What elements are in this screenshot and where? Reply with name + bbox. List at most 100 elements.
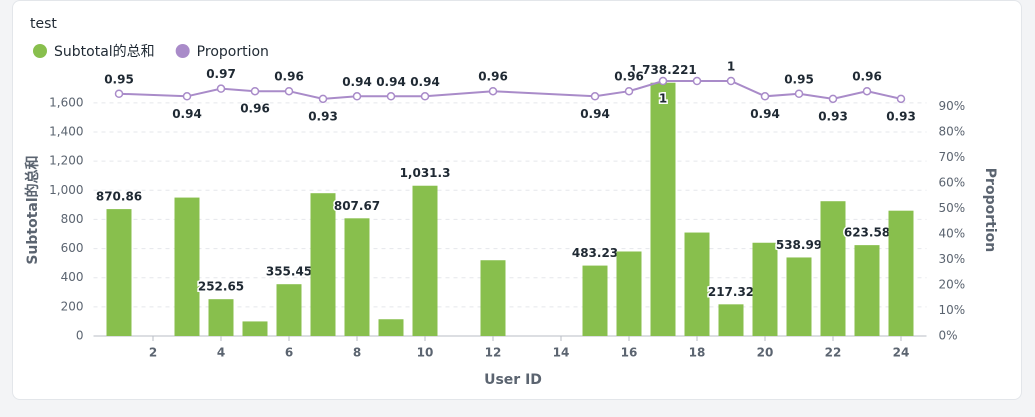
x-tick-label: 8 (353, 346, 361, 360)
line-value-label: 0.94 (376, 75, 406, 89)
x-tick-label: 16 (621, 346, 638, 360)
bar-value-label: 870.86 (96, 190, 142, 204)
line (118, 80, 902, 100)
bar (820, 201, 846, 336)
bar (242, 321, 268, 336)
bar (786, 257, 812, 336)
line-value-label: 0.95 (784, 72, 814, 86)
y-tick-label: 800 (61, 212, 84, 226)
line-point (352, 92, 362, 101)
bar-value-label: 217.32 (708, 285, 754, 299)
line-point (216, 84, 226, 93)
y2-tick-label: 80% (939, 125, 966, 139)
y-axis-label: Subtotal的总和 (24, 155, 41, 264)
bar (888, 210, 914, 336)
legend-label: Proportion (197, 44, 269, 60)
x-tick-label: 10 (417, 346, 434, 360)
line-value-label: 0.96 (240, 102, 270, 116)
y2-tick-label: 60% (939, 176, 966, 190)
line-value-label: 0.93 (818, 109, 848, 123)
bar-value-label: 807.67 (334, 199, 380, 213)
line-value-label: 0.97 (206, 67, 236, 81)
line-value-label: 0.94 (750, 107, 780, 121)
line-value-label: 0.93 (886, 109, 916, 123)
y-tick-label: 1,600 (49, 95, 83, 109)
line-point (420, 92, 430, 101)
y2-tick-label: 90% (939, 99, 966, 113)
line-point (488, 86, 498, 96)
x-tick-label: 22 (825, 346, 842, 360)
line-point (794, 89, 804, 98)
line-value-label: 0.95 (104, 72, 134, 86)
bar-value-label: 1,738.221 (629, 63, 697, 77)
x-tick-label: 14 (553, 346, 570, 360)
x-tick-label: 20 (757, 346, 774, 360)
bar (276, 284, 302, 336)
bar (174, 197, 200, 336)
line-point (114, 89, 124, 98)
bar-value-label: 355.45 (266, 265, 312, 279)
bar-value-label: 483.23 (572, 246, 618, 260)
bar (378, 319, 404, 336)
bar (616, 251, 642, 336)
x-axis-label: User ID (484, 372, 542, 388)
line-value-label: 0.94 (172, 107, 202, 121)
bar (310, 193, 336, 336)
legend-swatch (175, 44, 190, 58)
bar (106, 209, 132, 336)
bar (480, 260, 506, 336)
bar (582, 265, 608, 336)
legend-swatch (33, 44, 47, 58)
y-tick-label: 1,000 (49, 183, 83, 197)
y2-tick-label: 10% (939, 303, 966, 317)
bar-value-label: 538.99 (776, 238, 822, 252)
line-point (760, 92, 770, 101)
bar (718, 304, 744, 336)
legend-label: Subtotal的总和 (54, 44, 155, 60)
bar (684, 232, 710, 336)
line-point (726, 76, 736, 86)
line-point (692, 76, 702, 86)
bar (650, 82, 676, 336)
line-value-label: 0.96 (614, 70, 644, 84)
line-point (828, 94, 838, 104)
y-tick-label: 1,400 (49, 125, 83, 139)
y2-tick-label: 30% (939, 252, 966, 266)
line-value-label: 0.94 (580, 107, 610, 121)
y2-axis-label: Proportion (982, 168, 998, 252)
x-tick-label: 24 (893, 346, 910, 360)
line-value-label: 0.93 (308, 109, 338, 123)
line-point (284, 86, 294, 96)
line-point (624, 86, 634, 96)
y2-tick-label: 0% (939, 329, 958, 343)
bar (208, 299, 234, 336)
line-value-label: 1 (659, 92, 667, 106)
line-point (862, 86, 872, 96)
line-value-label: 0.96 (852, 70, 882, 84)
x-tick-label: 6 (285, 346, 293, 360)
line-point (590, 92, 600, 101)
x-tick-label: 12 (485, 346, 502, 360)
bar (752, 242, 778, 336)
y-tick-label: 400 (61, 270, 84, 284)
line-point (250, 86, 260, 96)
line-point (658, 76, 668, 86)
bar-value-label: 252.65 (198, 280, 244, 294)
line-value-label: 0.96 (478, 70, 508, 84)
y-tick-label: 600 (61, 241, 84, 255)
y-tick-label: 0 (76, 329, 84, 343)
x-tick-label: 2 (149, 346, 157, 360)
y2-tick-label: 20% (939, 278, 966, 292)
line-point (318, 94, 328, 104)
line-value-label: 0.94 (342, 75, 372, 89)
bar (344, 218, 370, 336)
bar (412, 185, 438, 336)
line-point (386, 92, 396, 101)
y2-tick-label: 70% (939, 150, 966, 164)
bar (854, 245, 880, 336)
chart-title: test (30, 16, 57, 32)
line-point (182, 92, 192, 101)
y2-tick-label: 50% (939, 201, 966, 215)
